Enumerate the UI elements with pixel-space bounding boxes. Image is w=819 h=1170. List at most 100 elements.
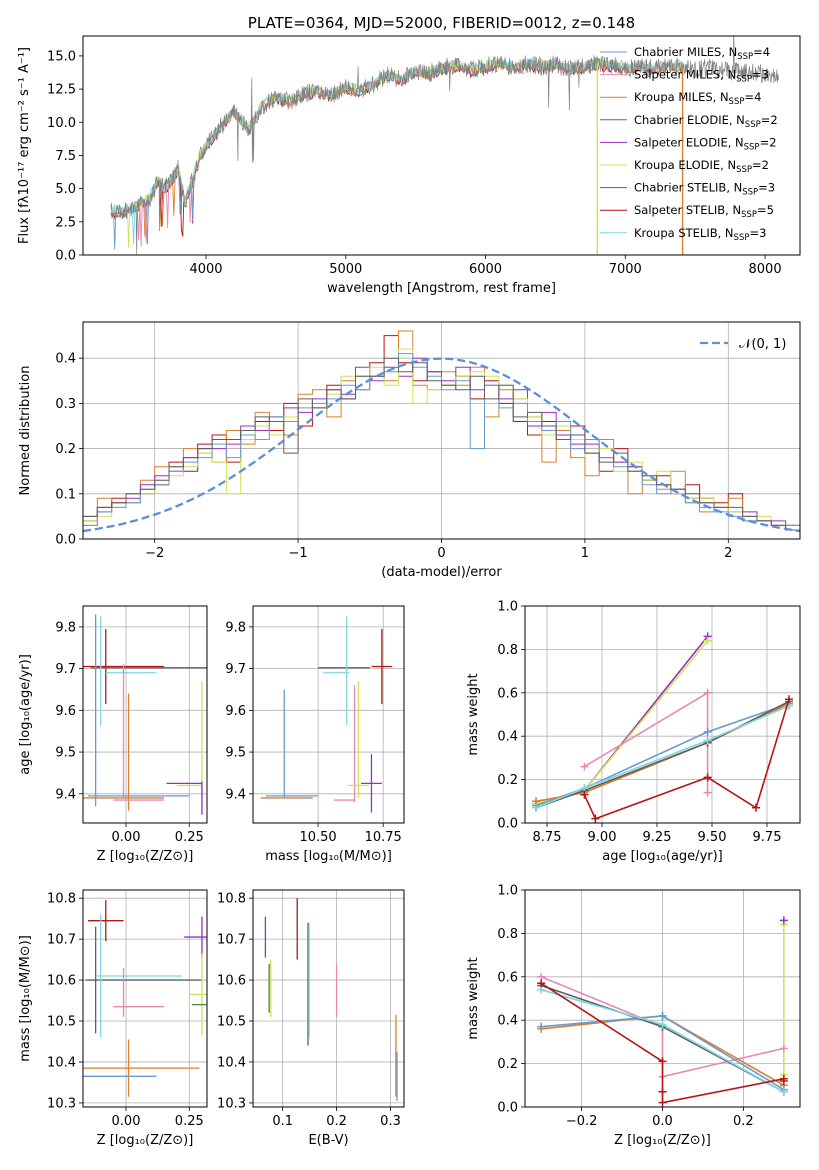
x-tick-label: 0.00	[112, 830, 141, 845]
y-axis-label: age [log₁₀(age/yr)]	[18, 654, 33, 775]
x-axis-label: age [log₁₀(age/yr)]	[602, 849, 723, 864]
weight-marker	[658, 1087, 667, 1096]
weight-marker	[580, 762, 589, 771]
y-tick-label: 0.2	[55, 442, 76, 457]
y-tick-label: 10.5	[217, 1015, 246, 1030]
weight-marker	[580, 790, 589, 799]
axes-frame	[252, 605, 405, 824]
legend-label: Chabrier STELIB, NSSP=3	[634, 181, 775, 198]
y-tick-label: 10.5	[47, 1015, 76, 1030]
x-axis-label: E(B-V)	[308, 1133, 348, 1148]
x-tick-label: −1	[289, 546, 308, 561]
y-tick-label: 10.8	[47, 892, 76, 907]
errorbars	[260, 616, 393, 813]
x-tick-label: 0.0	[652, 1114, 673, 1129]
x-axis-label: wavelength [Angstrom, rest frame]	[327, 281, 556, 296]
weight-marker	[537, 1022, 546, 1031]
y-axis-label: Normed distribution	[18, 366, 33, 496]
legend-label: Salpeter MILES, NSSP=3	[634, 68, 769, 85]
y-tick-label: 9.6	[225, 704, 246, 719]
y-tick-label: 10.6	[217, 974, 246, 989]
y-tick-label: 9.8	[55, 620, 76, 635]
y-tick-label: 10.6	[47, 974, 76, 989]
y-tick-label: 0.3	[55, 397, 76, 412]
weight-marker	[703, 727, 712, 736]
weight-marker	[703, 773, 712, 782]
weight-line	[535, 635, 709, 805]
x-tick-label: 0.2	[326, 1114, 347, 1129]
y-tick-label: 10.3	[217, 1096, 246, 1111]
x-tick-label: 10.50	[299, 830, 336, 845]
legend-label: Chabrier ELODIE, NSSP=2	[634, 113, 778, 130]
y-tick-label: 0.0	[55, 533, 76, 548]
y-tick-label: 9.7	[55, 662, 76, 677]
y-tick-label: 0.0	[497, 817, 518, 832]
x-tick-label: 0.25	[175, 830, 204, 845]
y-tick-label: 9.8	[225, 620, 246, 635]
x-tick-label: 1	[581, 546, 589, 561]
x-tick-label: 9.50	[698, 830, 727, 845]
histogram-step	[83, 353, 800, 526]
y-axis-label: Flux [fλ10⁻¹⁷ erg cm⁻² s⁻¹ A⁻¹]	[17, 47, 32, 244]
axes-frame	[524, 605, 801, 824]
weight-lines	[537, 916, 788, 1107]
axes-frame	[82, 605, 208, 824]
weight-line	[535, 700, 790, 809]
y-tick-label: 1.0	[497, 600, 518, 615]
axes-frame	[524, 889, 801, 1108]
errorbars	[264, 898, 398, 1101]
weight-marker	[703, 636, 712, 645]
weight-marker	[752, 803, 760, 812]
y-tick-label: 10.4	[47, 1055, 76, 1070]
weight-marker	[779, 1087, 788, 1096]
x-tick-label: 8.75	[533, 830, 562, 845]
weight-marker	[658, 1020, 667, 1029]
legend-label: 𝒩(0, 1)	[739, 337, 786, 352]
x-axis-label: Z [log₁₀(Z/Z⊙)]	[614, 1133, 711, 1148]
y-tick-label: 10.0	[47, 116, 76, 131]
y-tick-label: 10.7	[47, 933, 76, 948]
y-tick-label: 9.6	[55, 704, 76, 719]
y-tick-label: 10.4	[217, 1055, 246, 1070]
y-axis-label: mass weight	[466, 673, 481, 755]
x-tick-label: 0.3	[380, 1114, 401, 1129]
age_vs_mass-panel	[249, 606, 404, 827]
x-axis-label: Z [log₁₀(Z/Z⊙)]	[97, 849, 194, 864]
x-tick-label: 0.00	[112, 1114, 141, 1129]
weight-marker	[658, 1098, 667, 1107]
weight-line	[535, 705, 790, 809]
x-tick-label: −2	[145, 546, 164, 561]
y-tick-label: 0.6	[497, 970, 518, 985]
chart-title: PLATE=0364, MJD=52000, FIBERID=0012, z=0…	[248, 14, 635, 32]
x-tick-label: 9.75	[753, 830, 782, 845]
y-tick-label: 9.5	[55, 746, 76, 761]
weight-marker	[658, 1011, 667, 1020]
x-tick-label: 10.75	[365, 830, 402, 845]
gaussian-curve	[83, 357, 800, 533]
x-tick-label: 9.00	[588, 830, 617, 845]
y-tick-label: 10.3	[47, 1096, 76, 1111]
x-tick-label: 5000	[329, 262, 362, 277]
histogram-step	[83, 357, 800, 531]
x-tick-label: 0.1	[272, 1114, 293, 1129]
y-tick-label: 9.4	[225, 787, 246, 802]
weight-marker	[537, 979, 546, 988]
y-tick-label: 2.5	[55, 215, 76, 230]
x-tick-label: 4000	[189, 262, 222, 277]
weight-marker	[703, 688, 712, 697]
y-tick-label: 0.0	[55, 249, 76, 264]
weight-marker	[703, 788, 712, 797]
y-tick-label: 0.4	[497, 1014, 518, 1029]
y-tick-label: 0.8	[497, 927, 518, 942]
x-tick-label: 7000	[609, 262, 642, 277]
y-axis-label: mass weight	[466, 957, 481, 1039]
weight-lines	[532, 632, 793, 823]
y-tick-label: 0.0	[497, 1101, 518, 1116]
x-axis-label: mass [log₁₀(M/M⊙)]	[265, 849, 392, 864]
axes-frame	[82, 889, 208, 1108]
y-tick-label: 7.5	[55, 149, 76, 164]
y-tick-label: 0.1	[55, 487, 76, 502]
y-tick-label: 10.7	[217, 933, 246, 948]
y-tick-label: 0.2	[497, 1057, 518, 1072]
